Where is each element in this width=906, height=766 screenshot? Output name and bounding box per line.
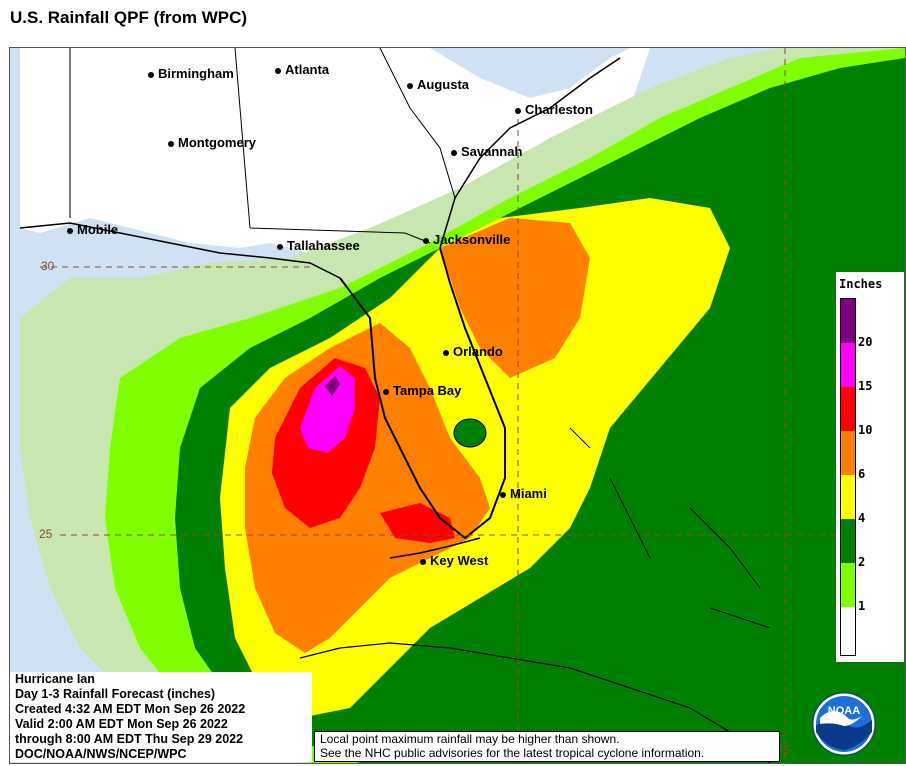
florida-keys <box>389 537 481 559</box>
city-dot-icon <box>407 82 413 89</box>
city-dot-icon <box>500 491 506 498</box>
forecast-info-box: Hurricane Ian Day 1-3 Rainfall Forecast … <box>10 672 312 762</box>
city-key-west: Key West <box>420 553 488 568</box>
city-dot-icon <box>420 558 426 565</box>
info-created-time: Created 4:32 AM EDT Mon Sep 26 2022 <box>15 702 246 716</box>
gulf-coastline <box>19 222 341 279</box>
legend-swatch-20plus <box>841 299 855 343</box>
rain-zone-15in <box>300 366 355 453</box>
legend-swatch-10-15 <box>841 387 855 431</box>
legend-tick-2: 2 <box>858 555 866 569</box>
rainfall-map[interactable] <box>10 48 905 763</box>
legend-tick-15: 15 <box>858 379 873 393</box>
legend-title: Inches <box>839 277 883 291</box>
page-title: U.S. Rainfall QPF (from WPC) <box>10 8 248 27</box>
city-dot-icon <box>277 243 283 250</box>
info-source: DOC/NOAA/NWS/NCEP/WPC <box>15 747 187 761</box>
city-dot-icon <box>451 149 457 156</box>
legend-swatch-lt1 <box>841 607 855 655</box>
city-dot-icon <box>383 388 389 395</box>
legend-tick-4: 4 <box>858 511 866 525</box>
city-charleston: Charleston <box>515 102 593 117</box>
city-dot-icon <box>443 349 449 356</box>
rain-zone-6in-northeast <box>440 218 590 378</box>
city-dot-icon <box>168 140 174 147</box>
legend-tick-10: 10 <box>858 423 873 437</box>
legend-tick-6: 6 <box>858 467 866 481</box>
rain-zone-20in <box>325 376 340 396</box>
info-forecast-type: Day 1-3 Rainfall Forecast (inches) <box>15 687 216 701</box>
legend-swatch-6-10 <box>841 431 855 475</box>
city-dot-icon <box>423 237 429 244</box>
cuba-coastline <box>299 642 771 763</box>
city-tallahassee: Tallahassee <box>277 238 360 253</box>
city-dot-icon <box>515 107 521 114</box>
city-tampa-bay: Tampa Bay <box>383 383 461 398</box>
city-dot-icon <box>275 67 281 74</box>
legend-swatch-15-20 <box>841 343 855 387</box>
city-miami: Miami <box>500 486 547 501</box>
legend-tick-1: 1 <box>858 599 866 613</box>
latitude-label-25: 25 <box>39 527 53 541</box>
note-line-1: Local point maximum rainfall may be high… <box>320 732 620 746</box>
city-montgomery: Montgomery <box>168 135 256 150</box>
info-valid-end: through 8:00 AM EDT Thu Sep 29 2022 <box>15 732 244 746</box>
city-birmingham: Birmingham <box>148 66 234 81</box>
longitude-label-75: 75 <box>777 743 791 757</box>
noaa-logo-text: NOAA <box>828 705 860 717</box>
lake-okeechobee <box>453 418 487 448</box>
city-orlando: Orlando <box>443 344 503 359</box>
bahamas-islands <box>569 427 771 629</box>
legend-color-bar <box>840 298 856 656</box>
map-frame[interactable]: Birmingham Atlanta Augusta Charleston Mo… <box>9 47 906 764</box>
city-jacksonville: Jacksonville <box>423 232 510 247</box>
legend-tick-20: 20 <box>858 335 873 349</box>
city-mobile: Mobile <box>67 222 118 237</box>
city-augusta: Augusta <box>407 77 469 92</box>
city-savannah: Savannah <box>451 144 522 159</box>
note-line-2: See the NHC public advisories for the la… <box>320 746 705 760</box>
latitude-label-30: 30 <box>41 259 55 273</box>
legend-swatch-2-4 <box>841 519 855 563</box>
info-valid-start: Valid 2:00 AM EDT Mon Sep 26 2022 <box>15 717 228 731</box>
city-dot-icon <box>67 227 73 234</box>
legend-swatch-1-2 <box>841 563 855 607</box>
state-borders <box>69 48 456 244</box>
city-dot-icon <box>148 71 154 78</box>
legend-swatch-4-6 <box>841 475 855 519</box>
noaa-logo-icon: NOAA <box>812 692 876 756</box>
rainfall-legend: Inches 20 15 10 6 4 2 1 <box>836 272 904 662</box>
disclaimer-note: Local point maximum rainfall may be high… <box>314 731 780 762</box>
info-storm-name: Hurricane Ian <box>15 672 95 686</box>
florida-coastline <box>339 247 506 540</box>
land-southeast-us <box>20 48 650 278</box>
city-atlanta: Atlanta <box>275 62 329 77</box>
